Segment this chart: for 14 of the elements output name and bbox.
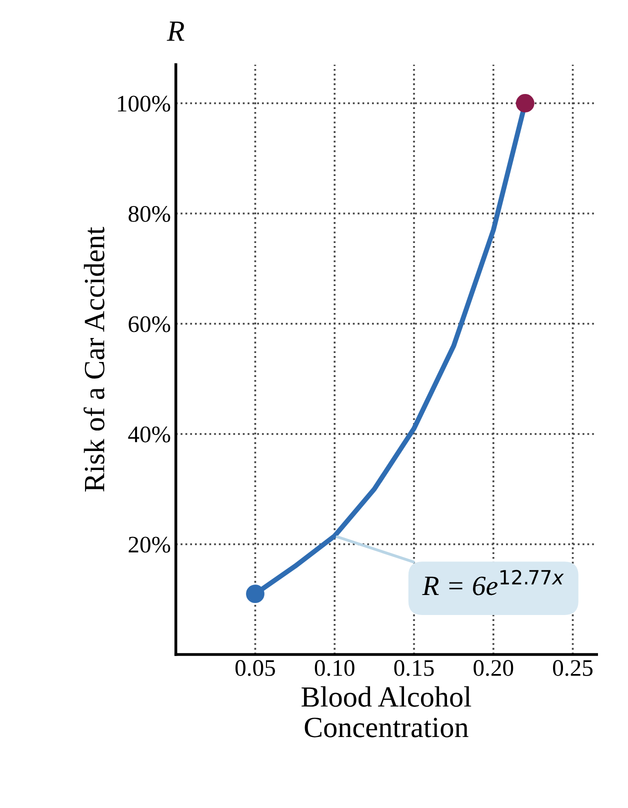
text: R	[166, 22, 184, 41]
y-tick-label: 80%	[128, 206, 170, 222]
x-tick-label: 0.05	[235, 660, 275, 676]
y-tick-label: 60%	[128, 316, 170, 332]
x-tick-label: 0.25	[553, 660, 593, 676]
x-axis-title: Blood Alcohol Concentration	[302, 686, 472, 738]
y-tick-label: 40%	[128, 426, 170, 442]
x-tick-label: 0.10	[314, 660, 354, 676]
x-tick-label: 0.15	[394, 660, 434, 676]
y-tick-label: 100%	[118, 96, 170, 112]
annotation: R = 6e$^{12.77x}$	[422, 570, 564, 596]
x-tick-label: 0.20	[474, 660, 514, 676]
y-tick-label: 20%	[128, 536, 170, 553]
y-axis-title: Risk of a Car Accident	[84, 226, 104, 492]
